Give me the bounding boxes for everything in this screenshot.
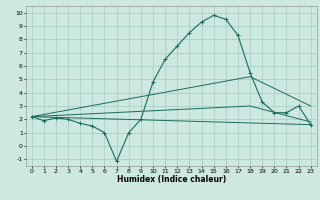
- X-axis label: Humidex (Indice chaleur): Humidex (Indice chaleur): [116, 175, 226, 184]
